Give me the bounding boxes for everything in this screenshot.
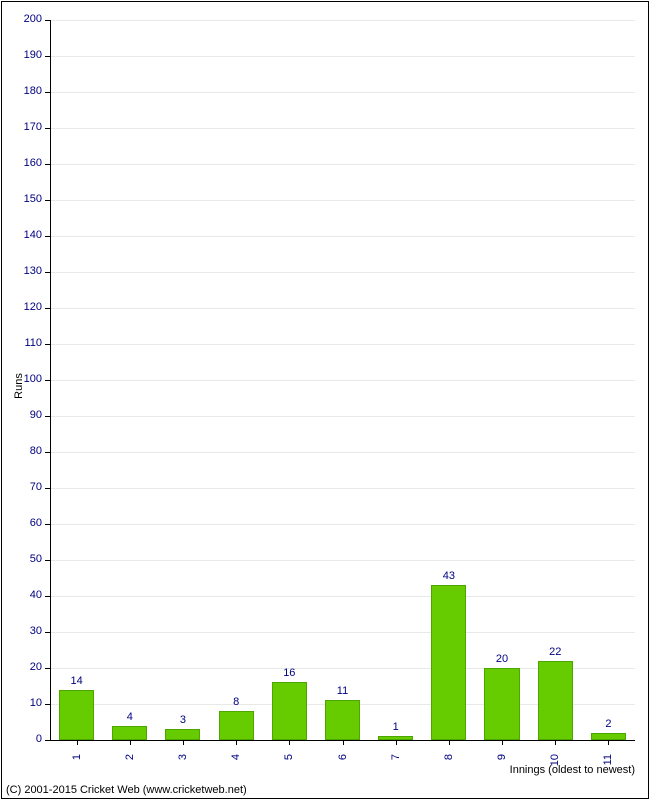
bar [325, 700, 360, 740]
x-axis-label: Innings (oldest to newest) [510, 764, 635, 776]
xtick-mark [343, 740, 344, 745]
xtick-label: 9 [496, 754, 508, 784]
ytick-label: 170 [12, 121, 42, 133]
xtick-mark [77, 740, 78, 745]
ytick-label: 40 [12, 589, 42, 601]
ytick-label: 70 [12, 481, 42, 493]
gridline [50, 128, 635, 129]
gridline [50, 416, 635, 417]
gridline [50, 308, 635, 309]
bar-value-label: 11 [337, 685, 348, 697]
ytick-label: 60 [12, 517, 42, 529]
ytick-label: 120 [12, 301, 42, 313]
xtick-mark [396, 740, 397, 745]
ytick-label: 80 [12, 445, 42, 457]
bar-value-label: 3 [180, 714, 186, 726]
xtick-mark [183, 740, 184, 745]
gridline [50, 272, 635, 273]
gridline [50, 524, 635, 525]
ytick-label: 190 [12, 49, 42, 61]
xtick-mark [608, 740, 609, 745]
xtick-mark [289, 740, 290, 745]
xtick-label: 2 [124, 754, 136, 784]
y-axis-line [50, 20, 51, 740]
gridline [50, 344, 635, 345]
ytick-label: 200 [12, 13, 42, 25]
bar [219, 711, 254, 740]
bar [272, 682, 307, 740]
ytick-label: 10 [12, 697, 42, 709]
ytick-label: 90 [12, 409, 42, 421]
gridline [50, 56, 635, 57]
bar [112, 726, 147, 740]
bar-value-label: 4 [127, 711, 133, 723]
ytick-label: 100 [12, 373, 42, 385]
ytick-label: 50 [12, 553, 42, 565]
bar-value-label: 8 [233, 696, 239, 708]
bar-value-label: 22 [549, 646, 561, 658]
bar [165, 729, 200, 740]
ytick-label: 150 [12, 193, 42, 205]
gridline [50, 380, 635, 381]
bar-value-label: 20 [496, 653, 508, 665]
bar [484, 668, 519, 740]
gridline [50, 20, 635, 21]
ytick-label: 180 [12, 85, 42, 97]
bar-value-label: 14 [70, 675, 82, 687]
xtick-label: 4 [230, 754, 242, 784]
bar-value-label: 43 [443, 570, 455, 582]
gridline [50, 164, 635, 165]
ytick-label: 130 [12, 265, 42, 277]
xtick-label: 8 [443, 754, 455, 784]
xtick-label: 5 [283, 754, 295, 784]
ytick-label: 110 [12, 337, 42, 349]
xtick-label: 11 [602, 754, 614, 784]
copyright-text: (C) 2001-2015 Cricket Web (www.cricketwe… [6, 784, 247, 796]
gridline [50, 596, 635, 597]
xtick-mark [555, 740, 556, 745]
xtick-label: 6 [337, 754, 349, 784]
ytick-label: 0 [12, 733, 42, 745]
gridline [50, 200, 635, 201]
ytick-label: 160 [12, 157, 42, 169]
gridline [50, 92, 635, 93]
bar-value-label: 16 [283, 667, 295, 679]
gridline [50, 236, 635, 237]
bar [431, 585, 466, 740]
gridline [50, 488, 635, 489]
xtick-mark [449, 740, 450, 745]
xtick-label: 1 [71, 754, 83, 784]
bar [59, 690, 94, 740]
gridline [50, 452, 635, 453]
bar [538, 661, 573, 740]
ytick-label: 20 [12, 661, 42, 673]
xtick-label: 3 [177, 754, 189, 784]
xtick-mark [502, 740, 503, 745]
ytick-label: 30 [12, 625, 42, 637]
xtick-mark [130, 740, 131, 745]
plot-area: 14438161114320222 [50, 20, 635, 740]
xtick-mark [236, 740, 237, 745]
xtick-label: 7 [390, 754, 402, 784]
gridline [50, 632, 635, 633]
bar-value-label: 2 [605, 718, 611, 730]
gridline [50, 560, 635, 561]
xtick-label: 10 [549, 754, 561, 784]
bar-value-label: 1 [393, 721, 399, 733]
bar [591, 733, 626, 740]
ytick-label: 140 [12, 229, 42, 241]
